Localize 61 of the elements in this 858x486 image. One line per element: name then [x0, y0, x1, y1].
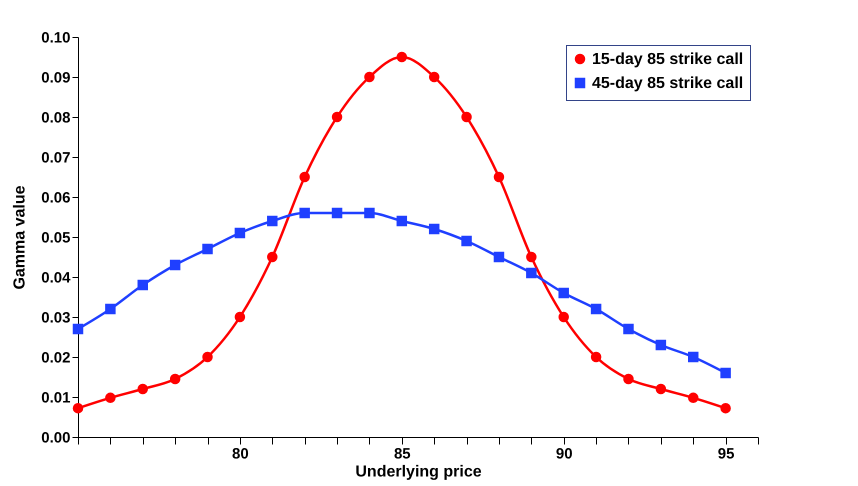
y-tick-label: 0.07 [41, 150, 70, 166]
point [105, 392, 116, 404]
point [267, 252, 278, 262]
y-tick-label: 0.01 [41, 390, 70, 406]
legend-label: 15-day 85 strike call [592, 51, 744, 68]
y-tick-label: 0.04 [41, 270, 72, 286]
point [202, 352, 213, 362]
y-tick-label: 0.08 [41, 110, 70, 126]
x-tick-label: 80 [232, 446, 249, 462]
x-tick-label: 85 [394, 446, 411, 462]
point [688, 392, 698, 404]
point [494, 172, 504, 182]
y-tick-label: 0.06 [41, 190, 70, 206]
y-tick-label: 0.00 [41, 430, 70, 446]
point [72, 324, 84, 334]
point [138, 280, 148, 290]
y-tick-label: 0.09 [41, 70, 70, 86]
point [396, 216, 408, 226]
x-axis-title: Underlying price [355, 464, 482, 480]
x-tick-label: 95 [718, 446, 734, 462]
point [170, 374, 180, 384]
point [590, 304, 602, 314]
point [656, 384, 666, 394]
point [623, 374, 634, 384]
point [396, 52, 408, 62]
point [428, 224, 440, 234]
point [332, 208, 342, 218]
point [461, 112, 472, 122]
point [299, 208, 310, 218]
point [590, 352, 602, 362]
point [170, 260, 180, 270]
point [267, 216, 278, 226]
point [364, 72, 375, 82]
y-axis-title: Gamma value [11, 185, 28, 290]
point [720, 368, 731, 378]
point [623, 324, 634, 334]
y-tick-label: 0.03 [41, 310, 70, 326]
legend-label: 45-day 85 strike call [592, 75, 744, 92]
point [364, 208, 375, 218]
point [526, 268, 537, 278]
point [688, 352, 698, 362]
point [202, 244, 213, 254]
y-tick-label: 0.10 [41, 30, 70, 46]
point [656, 340, 666, 350]
point [526, 252, 537, 262]
point [494, 252, 504, 262]
point [234, 228, 246, 238]
point [299, 172, 310, 182]
point [558, 288, 569, 298]
point [234, 312, 246, 322]
point [105, 304, 116, 314]
y-tick-label: 0.02 [41, 350, 70, 366]
point [461, 236, 472, 246]
point [332, 112, 342, 122]
x-tick-label: 90 [556, 446, 573, 462]
y-tick-label: 0.05 [41, 230, 70, 246]
point [720, 402, 731, 414]
point [558, 312, 569, 322]
point [428, 72, 440, 82]
point [72, 402, 84, 414]
point [138, 384, 148, 394]
